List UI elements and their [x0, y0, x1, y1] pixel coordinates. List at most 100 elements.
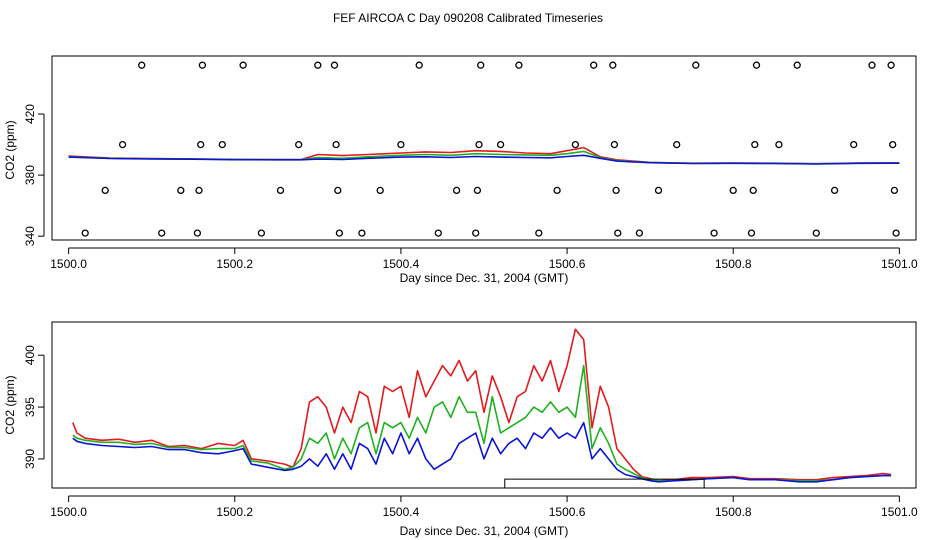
top-data-point: [118, 140, 127, 149]
top-data-point: [358, 229, 366, 237]
top-y-axis: 340 380 420: [23, 104, 45, 246]
top-data-point: [177, 186, 185, 195]
bottom-y-tick-label: 395: [23, 397, 37, 417]
top-plot-frame: [51, 55, 917, 241]
top-data-point: [276, 186, 285, 195]
top-data-point: [81, 229, 89, 237]
top-data-point: [535, 229, 543, 237]
top-data-point: [515, 61, 523, 69]
top-data-point: [890, 186, 899, 195]
bottom-series-green-line: [72, 364, 892, 482]
top-data-point: [434, 229, 442, 237]
top-data-point: [332, 140, 340, 149]
top-data-point: [729, 186, 737, 195]
top-x-axis-title: Day since Dec. 31, 2004 (GMT): [400, 271, 569, 285]
top-y-tick-label: 380: [23, 165, 37, 185]
top-data-point: [747, 229, 756, 237]
bottom-x-axis: 1500.0 1500.2 1500.4 1500.6 1500.8 1501.0: [50, 495, 918, 519]
bottom-y-tick-label: 400: [23, 345, 37, 365]
top-data-point: [887, 61, 895, 69]
top-series-group: [68, 146, 900, 165]
bottom-bracket-marker: [504, 478, 705, 488]
top-data-point: [198, 61, 207, 69]
top-data-point: [415, 61, 423, 69]
bottom-series-blue-line: [72, 421, 892, 483]
top-data-point: [812, 229, 820, 237]
top-series-blue-line: [68, 154, 900, 165]
top-data-point: [334, 186, 342, 195]
top-data-point: [314, 61, 322, 69]
top-x-tick-label: 1500.4: [383, 257, 420, 271]
top-data-point: [138, 61, 146, 69]
top-data-point: [610, 140, 619, 149]
top-data-point: [868, 61, 876, 69]
bottom-x-tick-label: 1501.0: [881, 505, 918, 519]
chart-title: FEF AIRCOA C Day 090208 Calibrated Times…: [333, 11, 603, 25]
top-data-point: [473, 186, 482, 195]
top-data-point: [376, 186, 384, 195]
top-x-tick-label: 1501.0: [881, 257, 918, 271]
top-data-point: [775, 140, 783, 149]
top-data-point: [101, 186, 109, 195]
top-data-point: [635, 229, 644, 237]
top-data-point: [673, 140, 681, 149]
top-data-point: [752, 61, 761, 69]
top-panel: 1500.0 1500.2 1500.4 1500.6 1500.8 1501.0 340…: [3, 55, 918, 285]
bottom-y-axis: 390 395 400: [23, 345, 45, 469]
top-x-axis: 1500.0 1500.2 1500.4 1500.6 1500.8 1501.0: [50, 247, 918, 271]
bottom-x-tick-label: 1500.0: [50, 505, 87, 519]
bottom-x-tick-label: 1500.2: [216, 505, 253, 519]
bottom-x-axis-title: Day since Dec. 31, 2004 (GMT): [400, 524, 569, 538]
bottom-x-tick-label: 1500.8: [715, 505, 752, 519]
top-data-point: [850, 140, 858, 149]
top-data-point: [654, 186, 663, 195]
top-data-point: [571, 140, 580, 149]
top-data-point: [889, 140, 897, 149]
top-y-tick-label: 420: [23, 104, 37, 124]
top-x-tick-label: 1500.8: [715, 257, 752, 271]
top-data-point: [397, 140, 405, 149]
bottom-x-tick-label: 1500.4: [383, 505, 420, 519]
top-data-point: [751, 140, 759, 149]
top-data-point: [710, 229, 718, 237]
top-data-point: [475, 140, 483, 149]
top-x-tick-label: 1500.2: [216, 257, 253, 271]
top-x-tick-label: 1500.0: [50, 257, 87, 271]
bottom-plot-frame: [51, 321, 917, 489]
top-data-point: [257, 229, 266, 237]
top-data-point: [158, 229, 166, 237]
top-data-point: [614, 229, 622, 237]
top-data-point: [553, 186, 561, 195]
top-data-point: [590, 61, 598, 69]
top-data-point: [193, 229, 202, 237]
top-data-point: [609, 61, 617, 69]
top-data-point: [477, 61, 485, 69]
top-data-point: [496, 140, 505, 149]
bottom-panel: 1500.0 1500.2 1500.4 1500.6 1500.8 1501.0 390…: [3, 321, 918, 538]
top-data-point: [452, 186, 461, 195]
bottom-x-tick-label: 1500.6: [549, 505, 586, 519]
top-x-tick-label: 1500.6: [549, 257, 586, 271]
top-points-group: [81, 61, 900, 237]
top-data-point: [295, 140, 303, 149]
bottom-bracket-group: [504, 478, 705, 488]
top-data-point: [335, 229, 344, 237]
top-data-point: [472, 229, 480, 237]
top-data-point: [612, 186, 620, 195]
top-y-axis-title: CO2 (ppm): [3, 120, 17, 179]
bottom-series-group: [72, 328, 892, 483]
top-data-point: [239, 61, 247, 69]
bottom-y-axis-title: CO2 (ppm): [3, 375, 17, 434]
top-series-green-line: [68, 150, 900, 165]
top-data-point: [330, 61, 339, 69]
top-series-red-line: [68, 146, 900, 165]
bottom-series-red-line: [72, 328, 892, 482]
top-data-point: [830, 186, 839, 195]
top-data-point: [892, 229, 900, 237]
bottom-y-tick-label: 390: [23, 449, 37, 469]
top-data-point: [197, 140, 205, 149]
top-data-point: [692, 61, 700, 69]
top-data-point: [195, 186, 203, 195]
top-y-tick-label: 340: [23, 226, 37, 246]
